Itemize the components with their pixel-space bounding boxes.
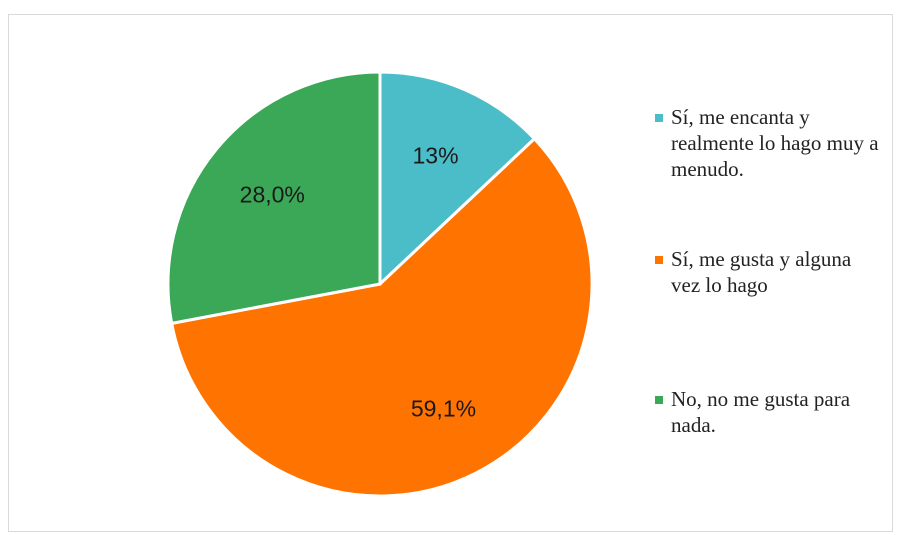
legend-label-encanta: Sí, me encanta y realmente lo hago muy a… [671, 105, 879, 181]
data-label-gusta: 59,1% [411, 396, 476, 422]
data-label-no-gusta: 28,0% [240, 182, 305, 208]
pie-slice-encanta [378, 70, 537, 288]
legend-label-no-gusta: No, no me gusta para nada. [671, 387, 851, 437]
pie-slice-no-gusta [166, 70, 382, 326]
legend-swatch-gusta [655, 256, 663, 264]
legend-swatch-no-gusta [655, 396, 663, 404]
legend-item-encanta: Sí, me encanta y realmente lo hago muy a… [655, 104, 885, 182]
legend-item-no-gusta: No, no me gusta para nada. [655, 386, 885, 438]
legend-swatch-encanta [655, 114, 663, 122]
pie-slices [166, 70, 594, 498]
pie-labels: 13% 59,1% 28,0% [240, 143, 476, 422]
data-label-encanta: 13% [412, 143, 458, 169]
legend-item-gusta: Sí, me gusta y alguna vez lo hago [655, 246, 885, 298]
legend-label-gusta: Sí, me gusta y alguna vez lo hago [671, 247, 852, 297]
pie-slice-gusta [169, 136, 594, 498]
